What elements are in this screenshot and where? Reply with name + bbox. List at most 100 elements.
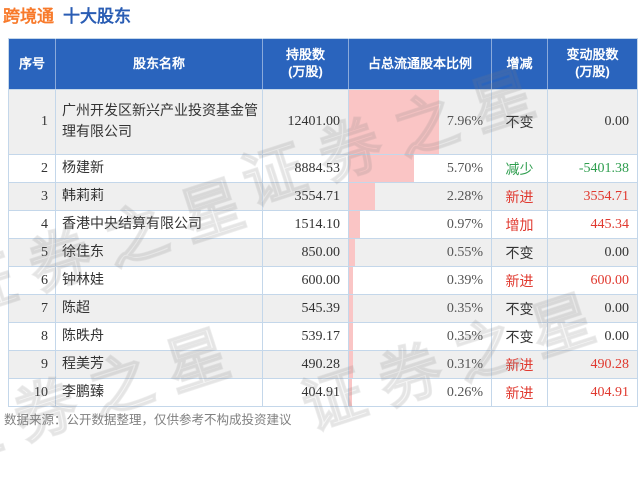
rank-cell: 1 [8, 89, 56, 155]
shares-cell: 12401.00 [262, 89, 349, 155]
table-row: 4 香港中央结算有限公司 1514.10 0.97% 增加 445.34 [8, 210, 638, 239]
table-row: 6 钟林娃 600.00 0.39% 新进 600.00 [8, 266, 638, 295]
delta-cell: 0.00 [547, 89, 638, 155]
shares-cell: 600.00 [262, 266, 349, 295]
percent-bar [349, 239, 356, 266]
shareholder-name-cell: 陈昳舟 [55, 322, 263, 351]
rank-cell: 10 [8, 378, 56, 407]
percent-cell: 0.26% [348, 378, 492, 407]
shares-cell: 8884.53 [262, 154, 349, 183]
percent-value: 0.31% [446, 356, 483, 372]
shares-cell: 3554.71 [262, 182, 349, 211]
percent-bar [349, 351, 353, 378]
rank-cell: 7 [8, 294, 56, 323]
shareholder-name-cell: 李鹏臻 [55, 378, 263, 407]
table-row: 1 广州开发区新兴产业投资基金管理有限公司 12401.00 7.96% 不变 … [8, 89, 638, 155]
header-percent-of-float: 占总流通股本比例 [348, 38, 492, 90]
shareholder-name-cell: 陈超 [55, 294, 263, 323]
delta-cell: 490.28 [547, 350, 638, 379]
delta-cell: 404.91 [547, 378, 638, 407]
percent-value: 0.55% [446, 244, 483, 260]
delta-cell: 600.00 [547, 266, 638, 295]
percent-cell: 5.70% [348, 154, 492, 183]
percent-bar [349, 90, 440, 154]
table-row: 8 陈昳舟 539.17 0.35% 不变 0.00 [8, 322, 638, 351]
percent-cell: 0.31% [348, 350, 492, 379]
shareholder-name-cell: 徐佳东 [55, 238, 263, 267]
shares-cell: 539.17 [262, 322, 349, 351]
percent-value: 0.35% [446, 300, 483, 316]
percent-cell: 0.55% [348, 238, 492, 267]
rank-cell: 3 [8, 182, 56, 211]
rank-cell: 5 [8, 238, 56, 267]
percent-value: 0.26% [446, 384, 483, 400]
change-cell: 增加 [491, 210, 548, 239]
percent-bar [349, 379, 352, 406]
change-cell: 不变 [491, 294, 548, 323]
change-cell: 不变 [491, 322, 548, 351]
change-cell: 减少 [491, 154, 548, 183]
table-body: 1 广州开发区新兴产业投资基金管理有限公司 12401.00 7.96% 不变 … [8, 89, 638, 407]
table-row: 10 李鹏臻 404.91 0.26% 新进 404.91 [8, 378, 638, 407]
delta-cell: 0.00 [547, 294, 638, 323]
percent-value: 0.35% [446, 328, 483, 344]
shareholder-name-cell: 杨建新 [55, 154, 263, 183]
rank-cell: 2 [8, 154, 56, 183]
shareholder-name-cell: 钟林娃 [55, 266, 263, 295]
percent-cell: 2.28% [348, 182, 492, 211]
table-row: 9 程美芳 490.28 0.31% 新进 490.28 [8, 350, 638, 379]
table-row: 3 韩莉莉 3554.71 2.28% 新进 3554.71 [8, 182, 638, 211]
shareholder-name-cell: 韩莉莉 [55, 182, 263, 211]
delta-cell: 445.34 [547, 210, 638, 239]
change-cell: 新进 [491, 350, 548, 379]
delta-cell: 0.00 [547, 322, 638, 351]
shareholder-name-cell: 广州开发区新兴产业投资基金管理有限公司 [55, 89, 263, 155]
shares-cell: 850.00 [262, 238, 349, 267]
header-shares-changed: 变动股数 (万股) [547, 38, 638, 90]
delta-cell: 0.00 [547, 238, 638, 267]
header-shares-held: 持股数 (万股) [262, 38, 349, 90]
page-title: 跨境通 十大股东 [3, 2, 131, 27]
change-cell: 新进 [491, 182, 548, 211]
percent-value: 2.28% [446, 188, 483, 204]
percent-value: 0.39% [446, 272, 483, 288]
change-cell: 不变 [491, 89, 548, 155]
percent-bar [349, 211, 361, 238]
delta-cell: -5401.38 [547, 154, 638, 183]
rank-cell: 6 [8, 266, 56, 295]
table-row: 7 陈超 545.39 0.35% 不变 0.00 [8, 294, 638, 323]
change-cell: 新进 [491, 266, 548, 295]
header-change-direction: 增减 [491, 38, 548, 90]
delta-cell: 3554.71 [547, 182, 638, 211]
title-suffix: 十大股东 [63, 7, 131, 26]
stock-name: 跨境通 [3, 7, 54, 26]
header-rank: 序号 [8, 38, 56, 90]
percent-cell: 0.35% [348, 294, 492, 323]
percent-cell: 0.35% [348, 322, 492, 351]
rank-cell: 9 [8, 350, 56, 379]
percent-bar [349, 155, 414, 182]
change-cell: 新进 [491, 378, 548, 407]
percent-bar [349, 267, 354, 294]
shares-cell: 1514.10 [262, 210, 349, 239]
data-source-note: 数据来源：公开数据整理，仅供参考不构成投资建议 [4, 413, 292, 427]
shareholders-table: 序号 股东名称 持股数 (万股) 占总流通股本比例 增减 变动股数 (万股) 1… [8, 38, 638, 407]
percent-bar [349, 183, 375, 210]
table-row: 2 杨建新 8884.53 5.70% 减少 -5401.38 [8, 154, 638, 183]
percent-cell: 0.97% [348, 210, 492, 239]
rank-cell: 4 [8, 210, 56, 239]
change-cell: 不变 [491, 238, 548, 267]
shares-cell: 490.28 [262, 350, 349, 379]
shareholder-name-cell: 程美芳 [55, 350, 263, 379]
percent-cell: 0.39% [348, 266, 492, 295]
shareholder-name-cell: 香港中央结算有限公司 [55, 210, 263, 239]
percent-value: 0.97% [446, 216, 483, 232]
table-row: 5 徐佳东 850.00 0.55% 不变 0.00 [8, 238, 638, 267]
shares-cell: 404.91 [262, 378, 349, 407]
shares-cell: 545.39 [262, 294, 349, 323]
percent-bar [349, 323, 353, 350]
percent-value: 7.96% [446, 114, 483, 129]
table-header: 序号 股东名称 持股数 (万股) 占总流通股本比例 增减 变动股数 (万股) [8, 38, 638, 90]
percent-value: 5.70% [446, 160, 483, 176]
rank-cell: 8 [8, 322, 56, 351]
